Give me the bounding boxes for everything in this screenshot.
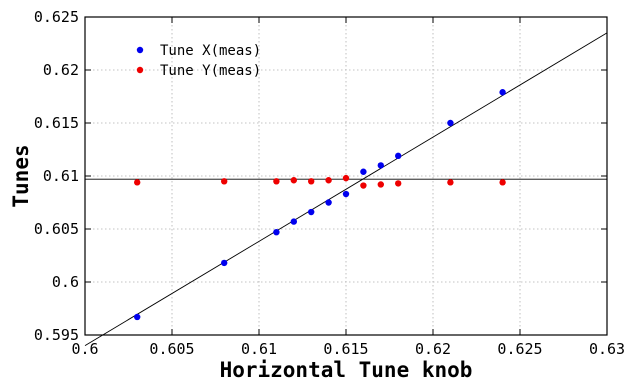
tune-y-point [134, 179, 141, 186]
x-axis-title: Horizontal Tune knob [220, 358, 473, 382]
tune-y-point [308, 178, 315, 185]
legend: Tune X(meas) Tune Y(meas) [136, 43, 261, 79]
x-tick-label: 0.625 [497, 340, 542, 358]
legend-label-tune-y: Tune Y(meas) [160, 63, 261, 79]
tune-y-point [377, 181, 384, 188]
x-tick-label: 0.63 [589, 340, 625, 358]
x-tick-label: 0.61 [241, 340, 277, 358]
tune-x-point [395, 152, 402, 160]
y-tick-label: 0.61 [43, 167, 79, 185]
x-tick-label: 0.62 [415, 340, 451, 358]
tune-y-point [499, 179, 506, 186]
legend-marker-tune-y [136, 66, 144, 74]
data-points [134, 89, 506, 321]
tune-x-point [325, 199, 332, 206]
tune-x-point [221, 259, 228, 267]
fit-line [84, 32, 608, 346]
y-tick-label: 0.6 [52, 273, 79, 291]
tune-y-point [360, 182, 367, 189]
legend-label-tune-x: Tune X(meas) [160, 43, 261, 59]
y-tick-label: 0.595 [34, 326, 79, 344]
tune-x-point [273, 228, 280, 236]
tune-y-point [325, 177, 332, 184]
tune-y-point [395, 180, 402, 187]
x-tick-label: 0.6 [71, 340, 98, 358]
tune-x-point [342, 190, 350, 198]
axis-ticks: 0.6 0.605 0.61 0.615 0.62 0.625 0.630.5950.60.… [34, 8, 625, 358]
legend-marker-tune-x [136, 46, 144, 54]
tune-x-point [290, 218, 297, 225]
tune-y-point [342, 174, 350, 182]
y-axis-title: Tunes [9, 144, 33, 207]
fit-lines [84, 32, 608, 346]
tune-y-point [290, 177, 297, 184]
tune-y-point [221, 178, 228, 185]
x-tick-label: 0.615 [323, 340, 368, 358]
tune-x-point [308, 208, 315, 216]
tune-x-point [360, 168, 367, 175]
tune-x-point [499, 89, 506, 96]
y-tick-label: 0.62 [43, 61, 79, 79]
tune-y-point [273, 178, 280, 185]
tune-x-point [377, 162, 384, 169]
y-tick-label: 0.615 [34, 114, 79, 132]
x-tick-label: 0.605 [149, 340, 194, 358]
tune-x-point [447, 119, 454, 127]
tune-x-point [134, 313, 141, 321]
y-tick-label: 0.605 [34, 220, 79, 238]
tune-y-point [447, 179, 454, 186]
y-tick-label: 0.625 [34, 8, 79, 26]
